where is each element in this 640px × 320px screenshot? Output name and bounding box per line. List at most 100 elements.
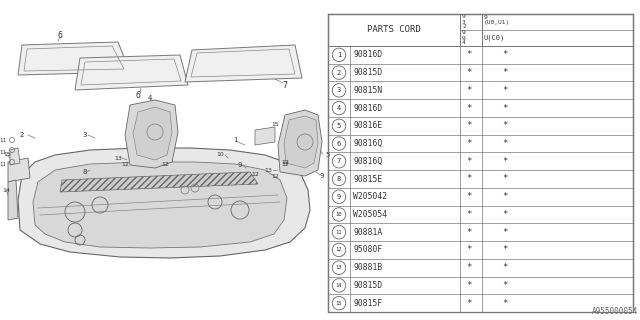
Text: 12: 12	[281, 163, 289, 167]
Text: PARTS CORD: PARTS CORD	[367, 26, 421, 35]
Text: *: *	[502, 50, 508, 60]
Text: 14: 14	[336, 283, 342, 288]
Text: 11: 11	[0, 163, 6, 167]
Text: 9: 9	[320, 173, 324, 179]
Text: 9: 9	[237, 162, 243, 168]
Bar	[328, 206, 633, 223]
Text: 90816E: 90816E	[353, 121, 382, 130]
Bar	[328, 152, 633, 170]
Text: 12: 12	[336, 247, 342, 252]
Text: *: *	[466, 50, 472, 60]
Bar	[328, 64, 633, 82]
Polygon shape	[75, 55, 188, 90]
Polygon shape	[284, 116, 318, 168]
Polygon shape	[18, 148, 310, 258]
Bar	[328, 259, 633, 276]
Text: 9
9
4: 9 9 4	[462, 30, 466, 45]
Text: 14: 14	[2, 188, 10, 193]
Bar	[328, 276, 633, 294]
Text: 90815D: 90815D	[353, 281, 382, 290]
Text: 1: 1	[337, 52, 341, 58]
Bar	[328, 241, 633, 259]
Text: *: *	[466, 299, 472, 308]
Text: 9
3
2: 9 3 2	[462, 14, 466, 29]
Text: 6: 6	[337, 140, 341, 147]
Text: 8: 8	[337, 176, 341, 182]
Text: 4: 4	[337, 105, 341, 111]
Text: 6: 6	[58, 30, 63, 39]
Text: *: *	[502, 104, 508, 113]
Bar	[328, 294, 633, 312]
Text: 11: 11	[0, 149, 6, 155]
Text: *: *	[502, 281, 508, 290]
Text: 9
(U0,U1): 9 (U0,U1)	[484, 15, 510, 25]
Text: 5: 5	[337, 123, 341, 129]
Text: *: *	[502, 68, 508, 77]
Text: *: *	[502, 263, 508, 272]
Text: *: *	[466, 263, 472, 272]
Polygon shape	[10, 148, 20, 165]
Text: 90881B: 90881B	[353, 263, 382, 272]
Text: 2: 2	[337, 70, 341, 76]
Text: W205054: W205054	[353, 210, 387, 219]
Text: 11: 11	[0, 138, 6, 142]
Text: 90815E: 90815E	[353, 174, 382, 183]
Text: *: *	[502, 174, 508, 183]
Text: 5: 5	[325, 152, 330, 158]
Text: *: *	[502, 210, 508, 219]
Text: *: *	[466, 192, 472, 201]
Text: 2: 2	[20, 132, 24, 138]
Text: 15: 15	[271, 123, 279, 127]
Polygon shape	[60, 172, 258, 192]
Text: *: *	[502, 192, 508, 201]
Bar	[328, 188, 633, 206]
Text: 1: 1	[233, 137, 237, 143]
Polygon shape	[8, 180, 18, 220]
Text: 10: 10	[216, 153, 224, 157]
Text: 90815N: 90815N	[353, 86, 382, 95]
Text: A955000054: A955000054	[592, 307, 638, 316]
Text: *: *	[466, 121, 472, 130]
Text: *: *	[466, 210, 472, 219]
Text: 12: 12	[271, 174, 279, 180]
Bar	[328, 99, 633, 117]
Text: 90816Q: 90816Q	[353, 139, 382, 148]
Text: 13: 13	[264, 167, 272, 172]
Text: 12: 12	[161, 163, 169, 167]
Text: 12: 12	[251, 172, 259, 178]
Text: *: *	[466, 157, 472, 166]
Text: 12: 12	[121, 163, 129, 167]
Text: 8: 8	[83, 169, 87, 175]
Polygon shape	[8, 158, 30, 182]
Text: *: *	[502, 245, 508, 254]
Text: 11: 11	[336, 230, 342, 235]
Text: *: *	[502, 86, 508, 95]
Polygon shape	[133, 107, 172, 160]
Text: *: *	[466, 245, 472, 254]
Bar	[328, 82, 633, 99]
Text: *: *	[466, 228, 472, 237]
Text: 6: 6	[136, 91, 140, 100]
Polygon shape	[185, 45, 302, 82]
Bar	[328, 135, 633, 152]
Text: *: *	[466, 104, 472, 113]
Text: 90816D: 90816D	[353, 104, 382, 113]
Polygon shape	[255, 127, 275, 145]
Text: *: *	[502, 228, 508, 237]
Text: 90881A: 90881A	[353, 228, 382, 237]
Text: 90815F: 90815F	[353, 299, 382, 308]
Text: 15: 15	[336, 300, 342, 306]
Text: *: *	[466, 174, 472, 183]
Text: 9: 9	[337, 194, 341, 200]
Text: U(C0): U(C0)	[484, 35, 505, 41]
Bar	[328, 170, 633, 188]
Text: 13: 13	[336, 265, 342, 270]
Text: *: *	[466, 68, 472, 77]
Text: *: *	[502, 121, 508, 130]
Polygon shape	[33, 162, 287, 248]
Text: 90816D: 90816D	[353, 50, 382, 60]
Text: *: *	[502, 299, 508, 308]
Polygon shape	[125, 100, 178, 168]
Text: 12: 12	[281, 159, 289, 164]
Text: *: *	[466, 281, 472, 290]
